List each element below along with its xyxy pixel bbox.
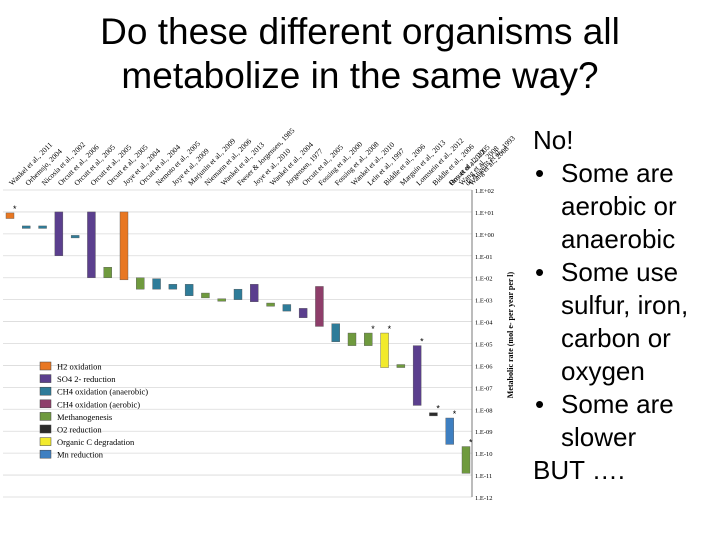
legend-label: CH4 oxidation (anaerobic) <box>57 387 148 397</box>
y-tick-label: 1.E+00 <box>475 232 494 239</box>
bar <box>22 225 31 229</box>
bar <box>54 211 64 256</box>
legend-label: Methanogenesis <box>57 412 112 422</box>
y-tick-label: 1.E-04 <box>475 320 493 327</box>
legend-swatch <box>39 437 52 446</box>
y-tick-label: 1.E+01 <box>475 210 494 217</box>
legend-label: O2 reduction <box>57 425 102 435</box>
legend-label: H2 oxidation <box>57 362 102 372</box>
star-marker: * <box>13 204 17 214</box>
grid-lines <box>3 189 473 498</box>
bar <box>298 308 308 318</box>
bar <box>445 417 454 445</box>
bullet-item-3: • Some are slower <box>533 388 718 454</box>
legend-label: Organic C degradation <box>57 437 135 447</box>
legend-swatch <box>39 449 52 459</box>
legend-label: SO4 2- reduction <box>57 374 116 384</box>
bar <box>364 332 373 346</box>
y-tick-label: 1.E-06 <box>475 363 493 370</box>
slide-title-line-2: metabolize in the same way? <box>121 55 599 96</box>
y-tick-label: 1.E-12 <box>475 495 493 502</box>
bullet-dot: • <box>535 158 545 188</box>
bar <box>38 225 47 229</box>
y-tick-label: 1.E-03 <box>475 298 493 305</box>
bar <box>152 278 161 290</box>
y-tick-labels: 1.E+02 1.E+01 1.E+00 1.E-01 1.E-02 1.E-03 1.E-… <box>475 188 494 502</box>
bar <box>461 446 471 474</box>
star-marker: * <box>420 337 424 347</box>
y-tick-label: 1.E-10 <box>475 451 493 458</box>
slide-title-line-1: Do these different organisms all <box>100 11 620 52</box>
legend-label: CH4 oxidation (aerobic) <box>57 399 140 409</box>
star-marker: * <box>371 324 375 334</box>
bar <box>136 277 145 290</box>
legend-label: Mn reduction <box>57 450 104 460</box>
bullet-item-2: • Some use sulfur, iron, carbon or oxygen <box>533 256 718 388</box>
legend-swatch <box>39 399 52 409</box>
bar <box>233 288 243 300</box>
bar <box>119 211 129 281</box>
bar <box>315 286 324 327</box>
y-tick-label: 1.E+02 <box>475 188 494 195</box>
bullet-text-1: Some are aerobic or anaerobic <box>561 158 677 254</box>
y-tick-label: 1.E-01 <box>475 254 493 261</box>
bar <box>168 284 178 290</box>
bullet-text-2: Some use sulfur, iron, carbon or oxygen <box>561 257 689 386</box>
bar <box>396 364 406 368</box>
star-marker: * <box>469 438 473 448</box>
bar <box>266 302 275 307</box>
bar <box>184 284 194 296</box>
legend-swatch <box>39 386 52 396</box>
legend-swatch <box>39 361 52 371</box>
bar <box>201 292 210 299</box>
bullet-item-1: • Some are aerobic or anaerobic <box>533 157 718 256</box>
star-marker: * <box>388 324 392 334</box>
legend-swatch <box>39 374 52 383</box>
y-axis-label: Metabolic rate (mol e- per year per l) <box>506 271 515 398</box>
bullet-dot: • <box>535 389 545 419</box>
bullets-tail: BUT …. <box>533 455 625 485</box>
bar <box>347 332 357 346</box>
y-tick-label: 1.E-11 <box>475 473 492 480</box>
y-tick-label: 1.E-08 <box>475 407 493 414</box>
bullet-text: No! • Some are aerobic or anaerobic • Some… <box>533 124 718 487</box>
bar <box>217 298 226 302</box>
bullet-dot: • <box>535 257 545 287</box>
legend-swatch <box>39 412 52 421</box>
bullets-lead: No! <box>533 125 574 155</box>
bar <box>87 211 96 278</box>
legend: H2 oxidation SO4 2- reduction CH4 oxidatio… <box>39 361 148 460</box>
bullet-text-3: Some are slower <box>561 389 674 452</box>
star-marker: * <box>436 404 440 414</box>
bar <box>331 323 340 342</box>
y-tick-label: 1.E-09 <box>475 429 493 436</box>
bullet-list: • Some are aerobic or anaerobic • Some use… <box>533 157 718 454</box>
slide-title: Do these different organisms all metabol… <box>0 10 720 98</box>
legend-swatch <box>39 424 52 434</box>
bar <box>380 332 389 368</box>
y-tick-label: 1.E-05 <box>475 342 493 349</box>
bar <box>5 212 15 219</box>
bar <box>412 345 422 406</box>
bar <box>70 235 80 239</box>
star-marker: * <box>453 409 457 419</box>
y-tick-label: 1.E-07 <box>475 385 493 392</box>
bar <box>250 284 259 302</box>
y-tick-label: 1.E-02 <box>475 276 493 283</box>
bars: * * * * * * * <box>5 204 473 474</box>
bar <box>282 304 292 312</box>
bar <box>103 267 112 278</box>
bar <box>429 412 438 417</box>
